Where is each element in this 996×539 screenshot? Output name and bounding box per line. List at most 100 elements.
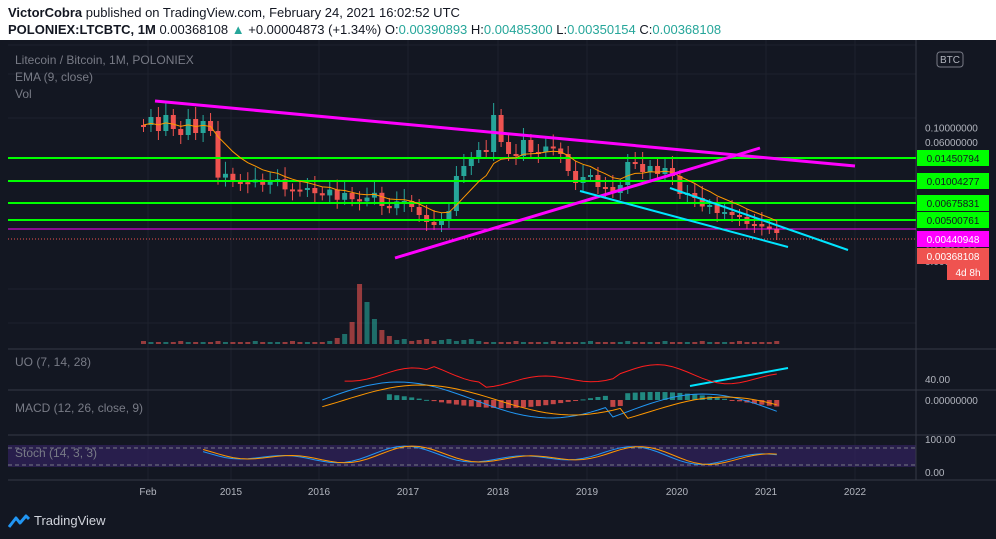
- macd-hist-bar: [520, 400, 526, 408]
- candle-body: [431, 222, 437, 225]
- candle-body: [327, 189, 333, 196]
- volume-bar: [364, 302, 370, 344]
- candle-body: [230, 173, 236, 182]
- candle-body: [148, 117, 154, 125]
- volume-bar: [208, 342, 214, 344]
- time-axis-label: Feb: [139, 487, 157, 498]
- volume-bar: [774, 341, 780, 344]
- candle-body: [416, 207, 422, 215]
- candle-body: [707, 205, 713, 207]
- volume-bar: [677, 342, 683, 344]
- macd-hist-bar: [446, 400, 452, 404]
- vol-legend[interactable]: Vol: [15, 87, 32, 101]
- macd-hist-bar: [424, 399, 430, 401]
- publish-info: published on TradingView.com, February 2…: [85, 5, 460, 20]
- volume-bar: [185, 342, 191, 344]
- candle-body: [647, 166, 653, 172]
- price-badge-label: 0.00368108: [927, 252, 980, 263]
- candle-body: [334, 189, 340, 200]
- channel-upper-line[interactable]: [669, 187, 849, 251]
- volume-bar: [200, 342, 206, 344]
- macd-line: [322, 381, 777, 419]
- candle-body: [237, 182, 243, 184]
- macd-hist-bar: [543, 400, 549, 406]
- volume-bar: [193, 342, 199, 344]
- volume-bar: [312, 342, 318, 344]
- volume-bar: [237, 342, 243, 344]
- macd-hist-bar: [580, 399, 586, 401]
- macd-hist-bar: [558, 400, 564, 404]
- volume-bar: [669, 342, 675, 344]
- uo-trendline[interactable]: [689, 367, 789, 387]
- macd-histogram: [386, 391, 780, 409]
- price-badge-bg: [917, 173, 989, 189]
- macd-signal-line: [322, 384, 777, 419]
- candle-body: [483, 150, 489, 152]
- volume-bar: [595, 342, 601, 344]
- price-badges: 0.01450794 0.01004277 0.00675831 0.00500761…: [917, 150, 989, 264]
- macd-axis-label: 0.00000000: [925, 396, 978, 407]
- volume-bar: [148, 342, 154, 344]
- time-axis-label: 2018: [487, 487, 510, 498]
- low-value: 0.00350154: [567, 22, 636, 37]
- candle-body: [357, 199, 363, 202]
- volume-bar: [453, 341, 459, 344]
- volume-bar: [476, 341, 482, 344]
- macd-hist-bar: [409, 397, 415, 400]
- macd-hist-bar: [751, 400, 757, 404]
- candle-body: [424, 215, 430, 222]
- candle-body: [371, 192, 377, 198]
- candle-body: [766, 226, 772, 229]
- time-axis-label: 2015: [220, 487, 243, 498]
- ascending-trendline[interactable]: [394, 146, 761, 260]
- macd-hist-bar: [692, 394, 698, 400]
- publish-line: VictorCobra published on TradingView.com…: [8, 5, 460, 20]
- chart-canvas[interactable]: Litecoin / Bitcoin, 1M, POLONIEX EMA (9,…: [0, 40, 996, 505]
- macd-legend[interactable]: MACD (12, 26, close, 9): [15, 401, 143, 415]
- volume-bar: [416, 340, 422, 344]
- volume-bar: [141, 341, 146, 344]
- tradingview-logo-icon: [8, 514, 30, 528]
- volume-bar: [170, 342, 176, 344]
- volume-bar: [632, 342, 638, 344]
- macd-hist-bar: [655, 391, 661, 400]
- volume-bar: [588, 341, 593, 344]
- price-badge-bg: [917, 195, 989, 211]
- channel-lower-line[interactable]: [579, 190, 789, 248]
- ema-legend[interactable]: EMA (9, close): [15, 70, 93, 84]
- volume-bars: [141, 284, 780, 344]
- macd-hist-bar: [550, 400, 556, 405]
- volume-bar: [357, 284, 363, 344]
- candle-body: [170, 115, 176, 129]
- volume-bar: [766, 342, 772, 344]
- candle-body: [461, 166, 467, 176]
- publisher-name[interactable]: VictorCobra: [8, 5, 83, 20]
- volume-bar: [647, 342, 653, 344]
- candle-body: [550, 146, 556, 149]
- stoch-legend[interactable]: Stoch (14, 3, 3): [15, 446, 97, 460]
- volume-bar: [424, 339, 430, 344]
- price-badge-bg: [917, 150, 989, 166]
- volume-bar: [602, 342, 608, 344]
- macd-hist-bar: [394, 395, 400, 400]
- volume-bar: [394, 340, 400, 344]
- macd-hist-bar: [588, 398, 593, 400]
- candle-body: [573, 171, 579, 183]
- volume-bar: [506, 342, 512, 344]
- volume-bar: [751, 342, 757, 344]
- price-badge-bg: [917, 248, 989, 264]
- stoch-d-line: [202, 445, 777, 466]
- change-arrow-icon: ▲: [231, 22, 245, 37]
- volume-bar: [744, 342, 750, 344]
- volume-bar: [252, 341, 258, 344]
- macd-hist-bar: [610, 400, 616, 407]
- volume-bar: [379, 330, 385, 344]
- volume-bar: [334, 338, 340, 344]
- candle-body: [476, 150, 482, 158]
- tradingview-brand[interactable]: TradingView: [34, 513, 106, 528]
- candle-body: [528, 140, 534, 152]
- candle-body: [446, 211, 452, 219]
- candle-body: [282, 179, 288, 190]
- volume-bar: [707, 342, 713, 344]
- uo-legend[interactable]: UO (7, 14, 28): [15, 355, 91, 369]
